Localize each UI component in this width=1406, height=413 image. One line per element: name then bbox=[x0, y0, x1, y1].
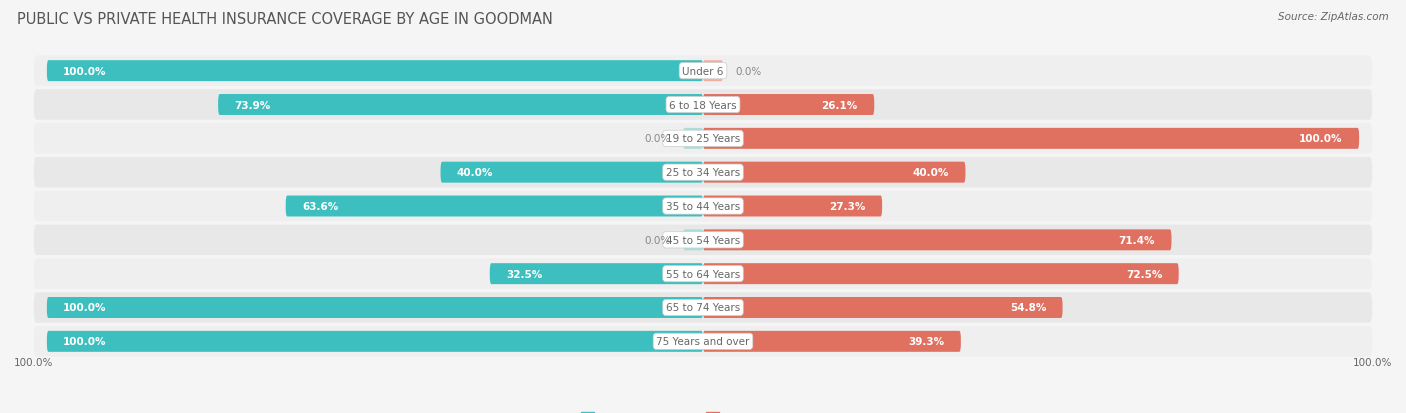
Text: 72.5%: 72.5% bbox=[1126, 269, 1163, 279]
FancyBboxPatch shape bbox=[34, 292, 1372, 323]
FancyBboxPatch shape bbox=[703, 61, 723, 82]
Text: 32.5%: 32.5% bbox=[506, 269, 543, 279]
Text: 6 to 18 Years: 6 to 18 Years bbox=[669, 100, 737, 110]
Text: 100.0%: 100.0% bbox=[63, 66, 107, 76]
FancyBboxPatch shape bbox=[703, 230, 1171, 251]
Text: 100.0%: 100.0% bbox=[63, 337, 107, 347]
Text: 35 to 44 Years: 35 to 44 Years bbox=[666, 202, 740, 211]
FancyBboxPatch shape bbox=[703, 162, 966, 183]
Text: 100.0%: 100.0% bbox=[1353, 357, 1392, 368]
Text: PUBLIC VS PRIVATE HEALTH INSURANCE COVERAGE BY AGE IN GOODMAN: PUBLIC VS PRIVATE HEALTH INSURANCE COVER… bbox=[17, 12, 553, 27]
FancyBboxPatch shape bbox=[703, 128, 1360, 150]
FancyBboxPatch shape bbox=[34, 326, 1372, 357]
Text: 100.0%: 100.0% bbox=[14, 357, 53, 368]
FancyBboxPatch shape bbox=[34, 191, 1372, 222]
FancyBboxPatch shape bbox=[703, 196, 882, 217]
Text: 0.0%: 0.0% bbox=[644, 235, 671, 245]
FancyBboxPatch shape bbox=[34, 225, 1372, 255]
FancyBboxPatch shape bbox=[703, 297, 1063, 318]
Text: 65 to 74 Years: 65 to 74 Years bbox=[666, 303, 740, 313]
Text: 45 to 54 Years: 45 to 54 Years bbox=[666, 235, 740, 245]
Text: 100.0%: 100.0% bbox=[63, 303, 107, 313]
FancyBboxPatch shape bbox=[46, 331, 703, 352]
FancyBboxPatch shape bbox=[34, 124, 1372, 154]
FancyBboxPatch shape bbox=[703, 263, 1178, 285]
Text: 26.1%: 26.1% bbox=[821, 100, 858, 110]
Text: Under 6: Under 6 bbox=[682, 66, 724, 76]
Text: Source: ZipAtlas.com: Source: ZipAtlas.com bbox=[1278, 12, 1389, 22]
FancyBboxPatch shape bbox=[34, 259, 1372, 289]
FancyBboxPatch shape bbox=[703, 95, 875, 116]
FancyBboxPatch shape bbox=[703, 331, 960, 352]
Text: 39.3%: 39.3% bbox=[908, 337, 945, 347]
FancyBboxPatch shape bbox=[683, 128, 703, 150]
Legend: Public Insurance, Private Insurance: Public Insurance, Private Insurance bbox=[576, 408, 830, 413]
FancyBboxPatch shape bbox=[46, 61, 703, 82]
Text: 100.0%: 100.0% bbox=[1299, 134, 1343, 144]
Text: 75 Years and over: 75 Years and over bbox=[657, 337, 749, 347]
Text: 0.0%: 0.0% bbox=[735, 66, 762, 76]
Text: 55 to 64 Years: 55 to 64 Years bbox=[666, 269, 740, 279]
Text: 73.9%: 73.9% bbox=[235, 100, 271, 110]
Text: 19 to 25 Years: 19 to 25 Years bbox=[666, 134, 740, 144]
FancyBboxPatch shape bbox=[440, 162, 703, 183]
FancyBboxPatch shape bbox=[285, 196, 703, 217]
Text: 40.0%: 40.0% bbox=[912, 168, 949, 178]
Text: 71.4%: 71.4% bbox=[1119, 235, 1156, 245]
Text: 40.0%: 40.0% bbox=[457, 168, 494, 178]
FancyBboxPatch shape bbox=[34, 158, 1372, 188]
FancyBboxPatch shape bbox=[218, 95, 703, 116]
Text: 25 to 34 Years: 25 to 34 Years bbox=[666, 168, 740, 178]
FancyBboxPatch shape bbox=[34, 90, 1372, 121]
Text: 63.6%: 63.6% bbox=[302, 202, 339, 211]
FancyBboxPatch shape bbox=[489, 263, 703, 285]
FancyBboxPatch shape bbox=[46, 297, 703, 318]
Text: 0.0%: 0.0% bbox=[644, 134, 671, 144]
Text: 54.8%: 54.8% bbox=[1010, 303, 1046, 313]
FancyBboxPatch shape bbox=[683, 230, 703, 251]
Text: 27.3%: 27.3% bbox=[830, 202, 866, 211]
FancyBboxPatch shape bbox=[34, 56, 1372, 87]
